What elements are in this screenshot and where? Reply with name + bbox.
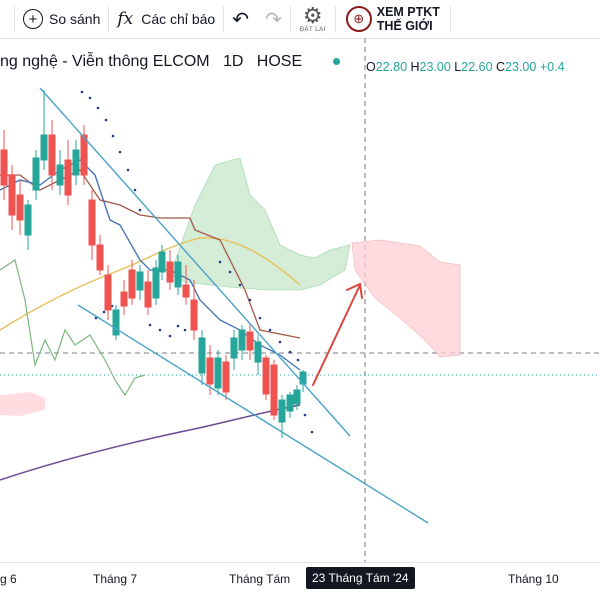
redo-button[interactable]: ↷ bbox=[257, 0, 290, 38]
indicators-button[interactable]: fx Các chỉ báo bbox=[109, 0, 223, 38]
change-value: +0.4 bbox=[539, 60, 565, 74]
toolbar-divider bbox=[289, 6, 291, 32]
symbol-legend[interactable]: ng nghệ - Viễn thông ELCOM 1D HOSE bbox=[0, 53, 302, 71]
time-axis-label: Tháng Tám bbox=[229, 572, 291, 586]
compare-label: So sánh bbox=[49, 11, 101, 27]
lagging-span bbox=[0, 259, 146, 397]
toolbar-divider bbox=[449, 6, 451, 32]
time-axis-label: Tháng 7 bbox=[93, 572, 138, 586]
globe-icon: ⊕ bbox=[345, 6, 372, 32]
symbol-interval: 1D bbox=[222, 53, 244, 70]
gear-icon: ⚙ bbox=[302, 2, 323, 28]
toolbar-divider bbox=[334, 6, 336, 32]
base-line bbox=[0, 169, 301, 339]
undo-icon: ↶ bbox=[232, 8, 249, 31]
compare-button[interactable]: + So sánh bbox=[15, 0, 108, 38]
price-chart[interactable] bbox=[0, 38, 600, 562]
view-ta-line1: XEM PTKT bbox=[376, 5, 440, 19]
toolbar-divider bbox=[223, 6, 225, 32]
time-axis-label: g 6 bbox=[0, 572, 17, 586]
close-label: C bbox=[496, 60, 506, 74]
function-icon: fx bbox=[117, 9, 134, 29]
view-ta-line2: THẾ GIỚI bbox=[376, 19, 433, 33]
ohlc-values: O22.80 H23.00 L22.60 C23.00 +0.4 bbox=[366, 60, 565, 74]
open-label: O bbox=[366, 60, 376, 74]
reset-settings-button[interactable]: ⚙ ĐẶT LẠI bbox=[291, 0, 335, 38]
symbol-exchange: HOSE bbox=[256, 53, 303, 70]
breakout-arrow bbox=[312, 282, 363, 386]
cloud-bearish-left bbox=[0, 392, 45, 416]
toolbar-divider bbox=[108, 6, 110, 32]
high-label: H bbox=[410, 60, 420, 74]
ma-long-line bbox=[0, 404, 301, 481]
high-value: 23.00 bbox=[419, 60, 451, 74]
trendline-lower bbox=[77, 304, 429, 524]
cloud-bearish bbox=[351, 239, 461, 358]
low-value: 22.60 bbox=[461, 60, 493, 74]
trendline-upper bbox=[39, 87, 351, 437]
redo-icon: ↷ bbox=[264, 8, 282, 31]
indicators-label: Các chỉ báo bbox=[141, 11, 216, 27]
time-axis[interactable]: g 6 Tháng 7 Tháng Tám 23 Tháng Tám '24 T… bbox=[0, 562, 600, 601]
close-value: 23.00 bbox=[505, 60, 537, 74]
symbol-name: ng nghệ - Viễn thông ELCOM bbox=[0, 53, 210, 70]
time-axis-label: Tháng 10 bbox=[508, 572, 559, 586]
cloud-bullish bbox=[169, 157, 351, 291]
crosshair-date-label: 23 Tháng Tám '24 bbox=[306, 567, 415, 589]
undo-button[interactable]: ↶ bbox=[224, 0, 257, 38]
toolbar-divider bbox=[14, 6, 15, 32]
top-toolbar: + So sánh fx Các chỉ báo ↶ ↷ ⚙ ĐẶT LẠI ⊕… bbox=[0, 0, 600, 39]
plus-circle-icon: + bbox=[23, 9, 43, 29]
open-value: 22.80 bbox=[375, 60, 408, 74]
candles bbox=[0, 90, 307, 438]
reset-caption: ĐẶT LẠI bbox=[299, 26, 326, 33]
sar-dots bbox=[80, 90, 314, 434]
low-label: L bbox=[454, 60, 462, 74]
ma-mid-line bbox=[0, 237, 301, 331]
view-world-ta-button[interactable]: ⊕ XEM PTKT THẾ GIỚI bbox=[336, 0, 450, 38]
toolbar-overflow[interactable] bbox=[0, 0, 14, 38]
market-status-dot bbox=[333, 58, 340, 65]
